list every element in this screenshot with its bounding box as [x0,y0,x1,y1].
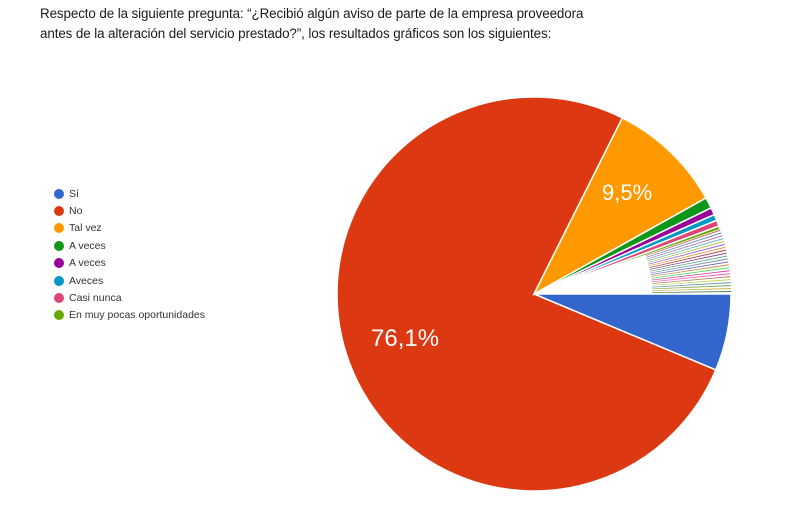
legend-label: Sí [69,187,79,200]
legend-label: Casi nunca [69,292,122,305]
pie-slice [532,116,708,296]
legend-swatch-icon [54,206,64,217]
legend-swatch-icon [54,223,64,234]
legend-label: No [69,205,83,218]
legend-label: A veces [69,257,106,270]
pie-slice-minor [650,258,728,274]
legend-item: Casi nunca [54,289,205,306]
intro-line-2: antes de la alteración del servicio pres… [40,26,552,41]
pie-slice-minor [650,261,729,276]
pie-slice-minor [649,255,728,272]
pie-slice-minor [648,246,726,267]
legend-label: Aveces [69,274,104,287]
pie-slice-minor [651,270,730,281]
chart-legend: Sí No Tal vez A veces A veces Aveces Casi nunc… [54,185,205,324]
pie-slice-minor [651,267,730,279]
pie-slice-minor [645,229,721,256]
pie-slice-minor [647,238,724,262]
legend-swatch-icon [54,293,64,304]
pie-slice-minor [651,282,731,288]
legend-item: No [54,202,205,219]
pie-slice [533,225,722,295]
intro-line-1: Respecto de la siguiente pregunta: “¿Rec… [40,6,584,21]
legend-swatch-icon [54,240,64,251]
pie-slice-minor [649,249,727,269]
legend-item: Sí [54,185,205,202]
legend-item: A veces [54,237,205,254]
slice-percent-label: 9,5% [602,180,653,205]
legend-swatch-icon [54,275,64,286]
pie-slice-minor [647,240,725,263]
legend-swatch-icon [54,188,64,199]
legend-item: En muy pocas oportunidades [54,307,205,324]
pie-slice-minor [646,235,723,260]
pie-slice [336,96,717,492]
pie-slice-minor [651,279,731,286]
intro-text: Respecto de la siguiente pregunta: “¿Rec… [40,4,740,44]
pie-slice-minor [652,291,731,293]
legend-label: A veces [69,239,106,252]
pie-slice-minor [652,285,731,290]
legend-label: En muy pocas oportunidades [69,309,206,322]
legend-label: Tal vez [69,222,102,235]
pie-slice-minor [652,288,731,292]
legend-item: Tal vez [54,220,205,237]
pie-slice-minor [649,252,727,270]
legend-item: A veces [54,255,205,272]
legend-swatch-icon [54,258,64,269]
legend-item: Aveces [54,272,205,289]
legend-swatch-icon [54,310,64,321]
pie-slice-minor [650,264,729,277]
pie-slice-minor [651,273,731,283]
pie-slice-minor [648,243,725,265]
pie-slice-minor [646,232,722,258]
pie-slice-minor [651,276,731,284]
slice-percent-label: 76,1% [371,325,440,352]
